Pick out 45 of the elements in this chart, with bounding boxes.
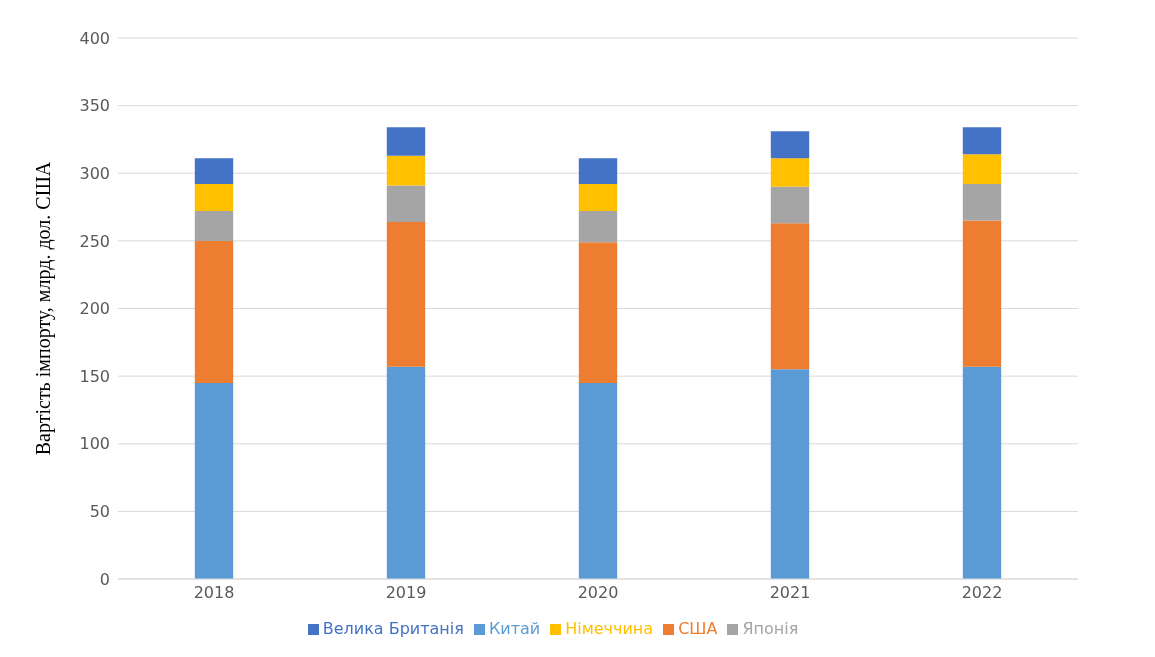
bar <box>194 240 234 383</box>
bar <box>194 158 234 185</box>
bar <box>770 223 810 370</box>
x-tick-label: 2022 <box>961 583 1003 603</box>
bar <box>578 242 618 383</box>
x-tick-label: 2020 <box>577 583 619 603</box>
y-tick-label: 250 <box>79 231 110 251</box>
bar <box>578 158 618 185</box>
legend-label: Німеччина <box>565 619 654 638</box>
bar <box>770 186 810 224</box>
bar <box>962 220 1002 367</box>
bar <box>770 158 810 187</box>
legend-label: Японія <box>742 619 799 638</box>
y-tick-label: 150 <box>79 366 110 386</box>
y-tick-label: 0 <box>99 569 110 589</box>
bar <box>386 155 426 186</box>
bar <box>194 211 234 241</box>
bar <box>386 185 426 222</box>
bar <box>770 131 810 159</box>
y-tick-label: 100 <box>79 434 110 454</box>
bar <box>194 184 234 212</box>
x-tick-label: 2019 <box>385 583 427 603</box>
bar <box>578 211 618 243</box>
bar <box>578 382 618 579</box>
x-tick-label: 2021 <box>769 583 811 603</box>
bar <box>962 184 1002 221</box>
y-tick-label: 400 <box>79 28 110 48</box>
y-tick-label: 300 <box>79 163 110 183</box>
bar <box>578 184 618 212</box>
y-tick-label: 50 <box>89 502 110 522</box>
bar <box>386 366 426 579</box>
y-tick-label: 350 <box>79 96 110 116</box>
bar <box>962 154 1002 185</box>
bar <box>770 369 810 579</box>
bar <box>386 127 426 156</box>
bar <box>386 221 426 367</box>
bar <box>962 366 1002 579</box>
bar <box>194 382 234 579</box>
y-axis-title: Вартість імпорту, млрд. дол. США <box>32 161 56 456</box>
bar <box>962 127 1002 155</box>
y-tick-label: 200 <box>79 299 110 319</box>
legend-label: США <box>678 619 718 638</box>
legend-label: Китай <box>488 619 541 638</box>
legend-label: Велика Британія <box>322 619 464 638</box>
x-tick-label: 2018 <box>193 583 235 603</box>
